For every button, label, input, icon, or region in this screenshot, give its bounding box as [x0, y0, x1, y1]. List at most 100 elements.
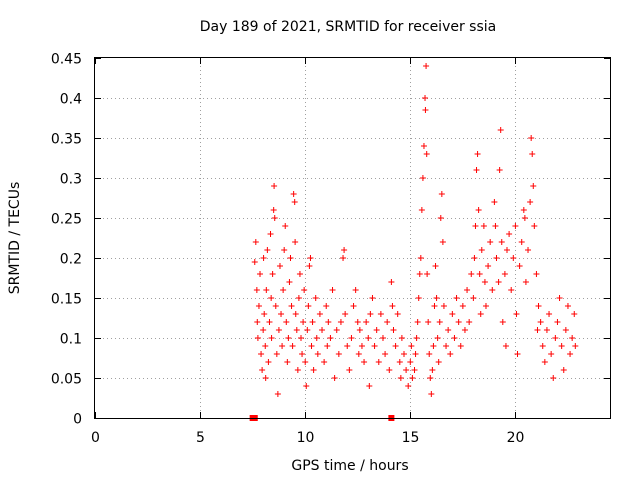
data-point: [534, 327, 541, 333]
data-point: [571, 311, 578, 317]
data-point: [492, 223, 499, 229]
data-point: [419, 175, 426, 181]
x-axis-label: GPS time / hours: [291, 458, 408, 474]
data-point: [543, 327, 550, 333]
y-tick-label: 0.3: [60, 172, 82, 188]
data-point: [319, 327, 326, 333]
y-tick-label: 0.15: [51, 292, 82, 308]
data-point: [516, 263, 523, 269]
x-tick-label: 15: [402, 430, 420, 446]
data-point: [496, 167, 503, 173]
data-point: [373, 327, 380, 333]
data-point: [389, 303, 396, 309]
data-point: [506, 231, 513, 237]
data-point: [415, 295, 422, 301]
data-point: [255, 303, 262, 309]
data-point: [562, 327, 569, 333]
data-point: [407, 359, 414, 365]
data-point: [279, 343, 286, 349]
data-point: [253, 287, 260, 293]
data-point: [447, 351, 454, 357]
data-point: [331, 375, 338, 381]
data-point: [355, 351, 362, 357]
data-point: [477, 311, 484, 317]
data-point: [548, 351, 555, 357]
data-point: [558, 343, 565, 349]
data-point: [356, 327, 363, 333]
data-point: [398, 335, 405, 341]
x-tick-label: 10: [297, 430, 315, 446]
data-point: [501, 271, 508, 277]
y-tick-label: 0.35: [51, 132, 82, 148]
data-point: [464, 287, 471, 293]
data-point: [422, 107, 429, 113]
data-point: [382, 351, 389, 357]
data-point: [478, 247, 485, 253]
data-point: [468, 271, 475, 277]
data-point: [472, 223, 479, 229]
axis-ticks: [95, 58, 610, 419]
data-point: [270, 207, 277, 213]
data-point: [423, 151, 430, 157]
data-point: [504, 247, 510, 253]
data-point: [325, 319, 332, 325]
data-point: [416, 271, 423, 277]
data-point: [384, 319, 391, 325]
data-point: [539, 343, 546, 349]
data-point: [286, 279, 293, 285]
data-point: [301, 287, 308, 293]
data-point: [284, 359, 291, 365]
data-point: [308, 343, 315, 349]
data-point: [554, 319, 561, 325]
data-point: [412, 351, 419, 357]
data-point: [288, 303, 295, 309]
data-point: [499, 319, 506, 325]
data-point: [513, 311, 520, 317]
data-point: [375, 359, 382, 365]
data-point: [529, 151, 536, 157]
data-point: [259, 367, 266, 373]
data-point: [262, 375, 269, 381]
y-axis-label: SRMTID / TECUs: [7, 182, 23, 295]
data-point: [298, 335, 304, 341]
data-point: [278, 311, 285, 317]
data-point: [321, 359, 328, 365]
data-point: [302, 359, 309, 365]
data-point: [296, 271, 303, 277]
data-point: [265, 359, 272, 365]
data-point: [424, 271, 431, 277]
data-point: [263, 287, 270, 293]
data-point: [420, 143, 427, 149]
data-point: [366, 383, 373, 389]
data-point: [425, 319, 432, 325]
data-point: [312, 295, 319, 301]
data-point: [274, 391, 281, 397]
data-point: [306, 263, 313, 269]
data-point: [457, 343, 464, 349]
data-point: [455, 319, 462, 325]
data-point: [293, 327, 300, 333]
data-point: [438, 191, 445, 197]
x-axis-tick-labels: 0 5 10 15 20: [91, 430, 524, 446]
data-point: [254, 335, 261, 341]
data-point: [413, 335, 420, 341]
data-point: [429, 367, 436, 373]
data-point: [333, 327, 340, 333]
data-point: [390, 327, 397, 333]
data-point: [299, 351, 306, 357]
data-point: [262, 343, 269, 349]
data-point: [476, 271, 483, 277]
data-point: [394, 311, 401, 317]
data-point: [443, 343, 450, 349]
data-point: [449, 311, 456, 317]
data-point: [405, 383, 412, 389]
data-point: [352, 287, 359, 293]
data-point: [367, 311, 374, 317]
data-point: [498, 239, 505, 245]
data-point: [439, 239, 446, 245]
data-point: [522, 279, 529, 285]
data-point: [361, 359, 368, 365]
data-point: [268, 295, 275, 301]
data-point: [323, 303, 330, 309]
